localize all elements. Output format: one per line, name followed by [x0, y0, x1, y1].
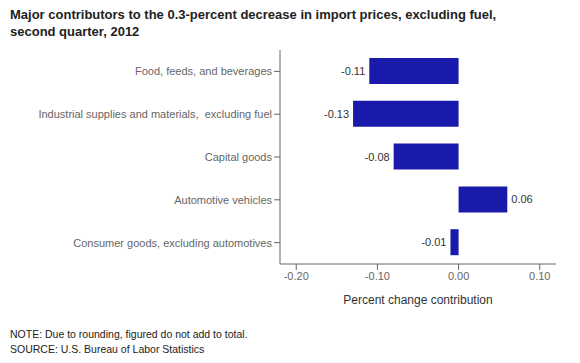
html-text:SOURCE: U.S. Bureau of Labor S: SOURCE: U.S. Bureau of Labor Statistics: [10, 343, 205, 355]
svg-text:-0.01: -0.01: [421, 236, 446, 248]
svg-text:Percent change contribution: Percent change contribution: [343, 293, 492, 307]
svg-text:-0.08: -0.08: [365, 151, 390, 163]
svg-text:0.06: 0.06: [511, 193, 532, 205]
svg-text:Automotive vehicles: Automotive vehicles: [174, 194, 272, 206]
svg-text:Consumer goods, excluding auto: Consumer goods, excluding automotives: [73, 237, 272, 249]
svg-text:-0.20: -0.20: [284, 270, 309, 282]
svg-text:-0.11: -0.11: [341, 65, 365, 77]
svg-text:0.10: 0.10: [529, 270, 550, 282]
html-text:Major contributors to the 0.3-: Major contributors to the 0.3-percent de…: [10, 7, 497, 22]
svg-text:0.00: 0.00: [448, 270, 469, 282]
html-text:second quarter, 2012: second quarter, 2012: [10, 24, 140, 39]
svg-text:-0.13: -0.13: [324, 108, 349, 120]
svg-text:Food, feeds, and beverages: Food, feeds, and beverages: [135, 65, 272, 77]
svg-text:Capital goods: Capital goods: [205, 151, 273, 163]
svg-text:Industrial supplies and materi: Industrial supplies and materials, exclu…: [38, 108, 272, 120]
svg-text:-0.10: -0.10: [365, 270, 390, 282]
html-text:NOTE: Due to rounding, figured: NOTE: Due to rounding, figured do not ad…: [10, 328, 248, 340]
